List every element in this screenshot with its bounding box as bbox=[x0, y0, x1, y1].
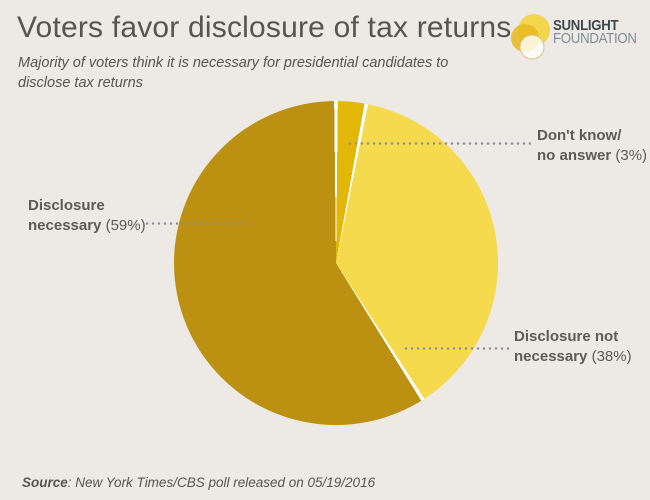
subtitle: Majority of voters think it is necessary… bbox=[18, 53, 448, 93]
sunlight-foundation-logo-icon bbox=[511, 14, 550, 60]
label-disclosure-necessary: Disclosure necessary (59%) bbox=[28, 196, 146, 236]
logo-sunlight-text: SUNLIGHT bbox=[553, 17, 619, 34]
subtitle-line1: Majority of voters think it is necessary… bbox=[18, 55, 449, 71]
leader-line-disclosure-necessary bbox=[144, 222, 248, 225]
label-dont-know-value: (3%) bbox=[615, 147, 648, 164]
logo-foundation-text: FOUNDATION bbox=[553, 30, 637, 47]
label-disclosure-not-necessary-line2: necessary bbox=[514, 348, 588, 365]
label-disclosure-not-necessary-line1: Disclosure not bbox=[514, 328, 619, 345]
leader-line-disclosure-not-necessary bbox=[403, 347, 510, 350]
label-disclosure-necessary-value: (59%) bbox=[105, 217, 146, 234]
label-dont-know: Don't know/ no answer (3%) bbox=[537, 126, 647, 166]
label-disclosure-not-necessary-value: (38%) bbox=[591, 348, 632, 365]
leader-line-dont-know bbox=[347, 142, 531, 145]
label-disclosure-necessary-line1: Disclosure bbox=[28, 197, 105, 214]
label-disclosure-not-necessary: Disclosure not necessary (38%) bbox=[514, 327, 632, 367]
label-dont-know-line1: Don't know/ bbox=[537, 127, 622, 144]
source-text: : New York Times/CBS poll released on 05… bbox=[67, 475, 376, 490]
pie-chart bbox=[174, 101, 498, 425]
label-disclosure-necessary-line2: necessary bbox=[28, 217, 102, 234]
sunlight-foundation-logotype: SUNLIGHT FOUNDATION bbox=[553, 17, 637, 47]
source-note: Source: New York Times/CBS poll released… bbox=[22, 475, 375, 490]
subtitle-line2: disclose tax returns bbox=[18, 75, 143, 91]
page-title: Voters favor disclosure of tax returns bbox=[17, 11, 512, 44]
label-dont-know-line2: no answer bbox=[537, 147, 612, 164]
source-prefix: Source bbox=[22, 475, 68, 490]
